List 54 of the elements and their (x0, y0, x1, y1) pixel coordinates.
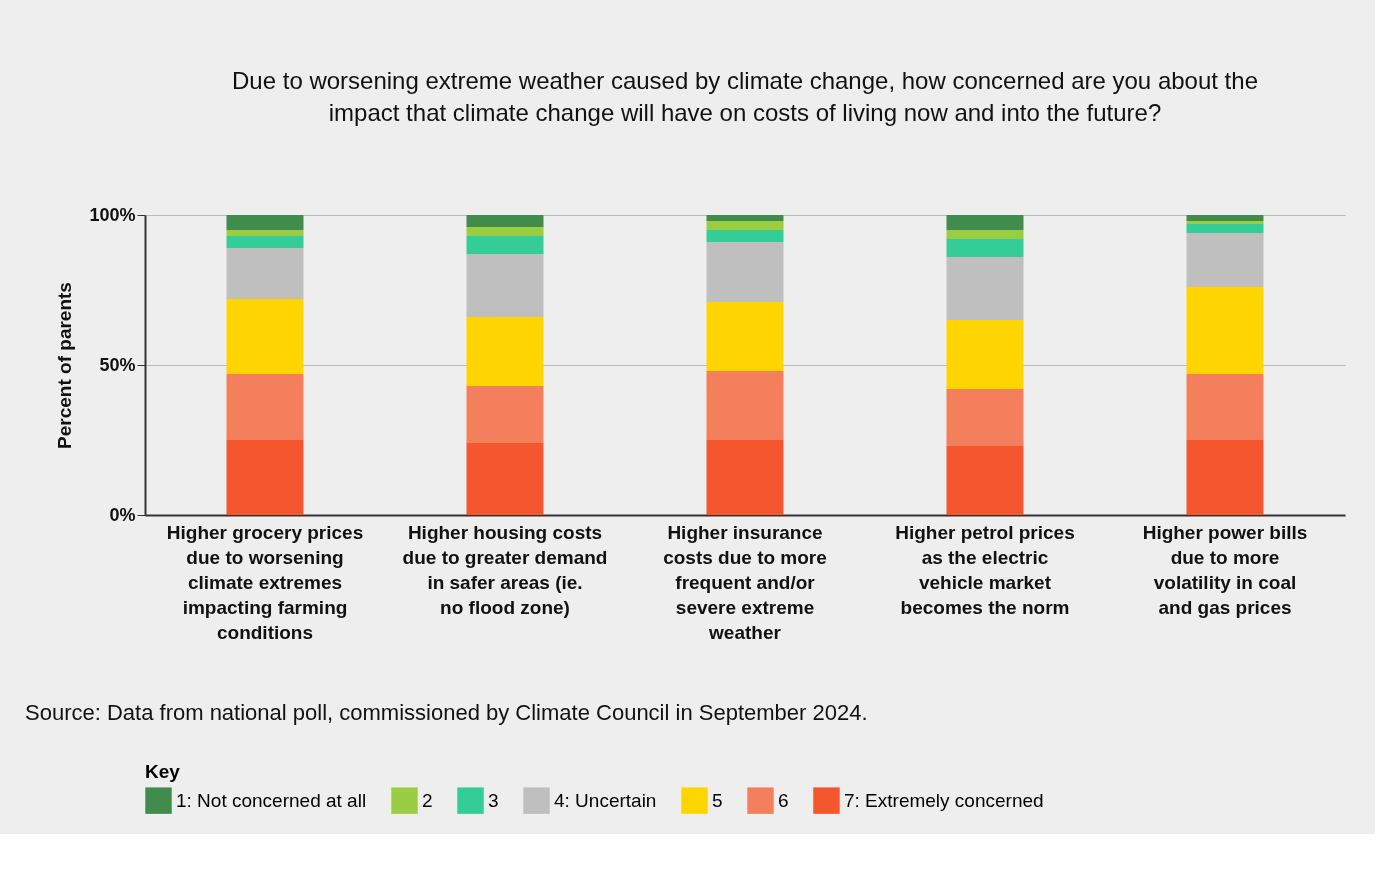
bar (1186, 287, 1264, 374)
bar (1186, 440, 1264, 515)
bar (466, 227, 544, 236)
bar (946, 320, 1024, 389)
bar (1186, 233, 1264, 287)
bar (706, 242, 784, 302)
bar (466, 386, 544, 443)
legend-title: Key (145, 761, 181, 782)
bar (706, 215, 784, 221)
x-tick-label: Higher power bills due to more volatility in coal and gas prices (1142, 521, 1308, 618)
y-tick-label: 100% (89, 204, 136, 225)
x-tick-label: Higher insurance costs due to more frequent and/or severe extreme weather (663, 521, 827, 643)
bar (1186, 215, 1264, 221)
bar (1186, 221, 1264, 224)
bar (706, 221, 784, 230)
source-note: Source: Data from national poll, commissioned by Climate Council in September 2024. (25, 700, 868, 725)
legend-label: 1: Not concerned at all (176, 789, 367, 811)
bar (226, 299, 304, 374)
bar (946, 215, 1024, 230)
bar (226, 374, 304, 440)
bar (1186, 374, 1264, 440)
legend-label: 5 (712, 789, 723, 811)
x-tick-label: Higher petrol prices as the electric vehicle market becomes the norm (895, 521, 1075, 618)
bar (946, 239, 1024, 257)
legend-label: 7: Extremely concerned (844, 789, 1044, 811)
x-tick-label: Higher housing costs due to greater demand in safer areas (ie. no flood zone) (402, 521, 608, 618)
y-axis-title: Percent of parents (54, 282, 76, 449)
y-tick-label: 50% (99, 354, 136, 375)
bar (946, 257, 1024, 320)
legend-label: 2 (422, 789, 433, 811)
bar (466, 254, 544, 317)
legend-label: 4: Uncertain (554, 789, 657, 811)
bar (946, 230, 1024, 239)
bar (226, 440, 304, 515)
bar (706, 230, 784, 242)
bar (706, 302, 784, 371)
bar (706, 371, 784, 440)
bar (226, 230, 304, 236)
legend-label: 3 (488, 789, 499, 811)
bar (226, 236, 304, 248)
bar (1186, 224, 1264, 233)
bar (466, 317, 544, 386)
bar (466, 215, 544, 227)
bar (946, 446, 1024, 515)
chart-title: Due to worsening extreme weather caused by climate change, how concerned are you about the impact that climate change will have on costs of living now and into the future? (232, 67, 1258, 126)
bar (706, 440, 784, 515)
bar (226, 215, 304, 230)
y-tick-label: 0% (109, 504, 136, 525)
bar (466, 236, 544, 254)
x-tick-label: Higher grocery prices due to worsening climate extremes impacting farming conditions (166, 521, 364, 643)
legend-label: 6 (778, 789, 789, 811)
bar (226, 248, 304, 299)
bar (466, 443, 544, 515)
bar (946, 389, 1024, 446)
